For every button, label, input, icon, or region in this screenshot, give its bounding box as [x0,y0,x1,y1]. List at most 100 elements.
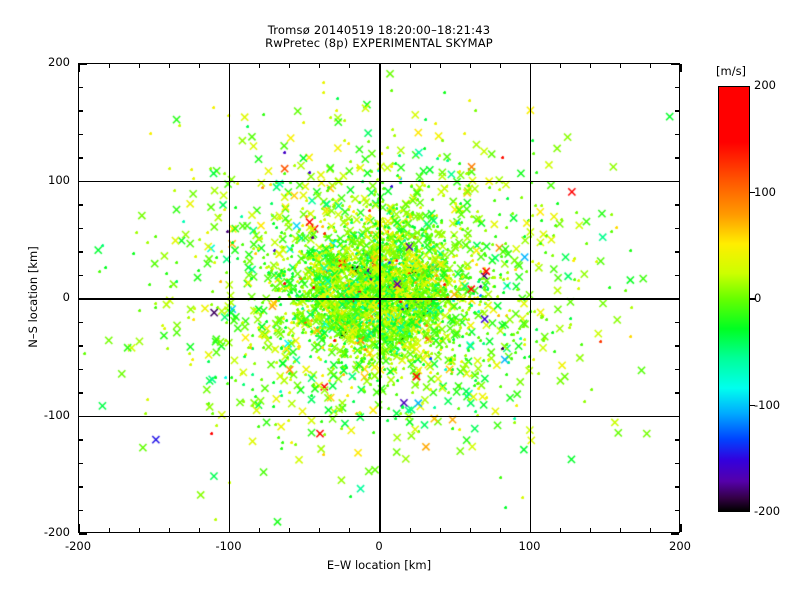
axis-tick [79,415,87,418]
colorbar-unit-label: [m/s] [716,64,747,78]
axis-tick [590,64,592,68]
axis-tick [79,204,83,206]
colorbar-tick-label: 100 [754,184,776,199]
axis-tick [79,439,83,441]
colorbar-tick [750,404,755,407]
axis-tick [671,63,679,65]
axis-tick [499,64,501,68]
axis-tick [560,64,562,68]
axis-tick [439,64,441,68]
axis-tick [469,528,471,532]
axis-tick [469,64,471,68]
axis-tick [259,528,261,532]
colorbar-tick-label: -100 [754,397,781,412]
axis-tick [675,86,679,89]
axis-tick [675,110,679,112]
y-tick-label: 100 [48,172,70,187]
axis-tick [675,251,679,253]
axis-tick [79,345,83,347]
y-tick-label: -200 [43,525,70,539]
axis-tick [409,528,411,532]
axis-tick [590,528,592,532]
axis-tick [79,227,83,230]
axis-tick [529,524,532,532]
axis-tick [79,533,87,535]
axis-tick [499,528,501,532]
axis-tick [675,345,679,347]
gridline-horizontal [79,180,679,183]
axis-tick [79,298,87,300]
x-tick-label: 200 [669,539,691,553]
axis-tick [620,528,622,532]
gridline-vertical [379,64,381,532]
axis-tick [289,528,291,532]
plot-area [78,63,682,535]
axis-tick [79,392,83,394]
axis-tick [379,64,381,72]
axis-tick [675,439,679,441]
axis-tick [675,486,679,488]
axis-tick [78,64,80,72]
colorbar-gradient [718,86,750,512]
figure-title: Tromsø 20140519 18:20:00–18:21:43 RwPret… [78,24,680,50]
x-axis-title: E–W location [km] [326,558,432,572]
axis-tick [228,64,231,72]
axis-tick [79,462,83,465]
gridline-horizontal [79,415,679,418]
x-tick-label: 0 [375,539,383,553]
axis-tick [675,133,679,136]
axis-tick [79,486,83,488]
axis-tick [319,64,321,68]
colorbar-tick [750,298,755,300]
axis-tick [675,368,679,371]
axis-tick [108,528,110,532]
title-line-1: Tromsø 20140519 18:20:00–18:21:43 [267,23,491,37]
gridline-vertical [529,64,532,532]
axis-tick [108,64,110,68]
y-tick-label: -100 [43,407,70,422]
axis-tick [79,180,87,183]
y-axis-title: N–S location [km] [26,246,40,348]
axis-tick [168,528,170,532]
axis-tick [198,528,200,532]
axis-tick [439,528,441,532]
y-tick-label: 0 [62,290,70,304]
axis-tick [675,462,679,465]
axis-tick [671,533,679,535]
x-tick-label: -200 [64,539,92,553]
axis-tick [650,64,652,68]
axis-tick [680,64,682,72]
axis-tick [79,368,83,371]
x-tick-label: 100 [518,539,541,553]
gridline-vertical [228,64,231,532]
axis-tick [409,64,411,68]
axis-tick [560,528,562,532]
axis-tick [675,227,679,230]
axis-tick [78,524,80,532]
axis-tick [79,321,83,324]
axis-tick [138,64,140,68]
axis-tick [79,157,83,159]
axis-tick [79,133,83,136]
colorbar-tick-label: -200 [754,504,781,518]
axis-tick [620,64,622,68]
colorbar-tick-label: 200 [754,78,776,92]
axis-tick [319,528,321,532]
axis-tick [671,415,679,418]
axis-tick [671,180,679,183]
colorbar-tick [750,191,755,194]
y-tick-label: 200 [48,55,70,69]
axis-tick [259,64,261,68]
axis-tick [529,64,532,72]
axis-tick [198,64,200,68]
axis-tick [349,64,351,68]
axis-tick [675,204,679,206]
axis-tick [680,524,682,532]
axis-tick [79,63,87,65]
axis-tick [168,64,170,68]
axis-tick [79,251,83,253]
axis-tick [79,509,83,512]
axis-tick [675,392,679,394]
colorbar-tick-label: 0 [754,291,762,305]
